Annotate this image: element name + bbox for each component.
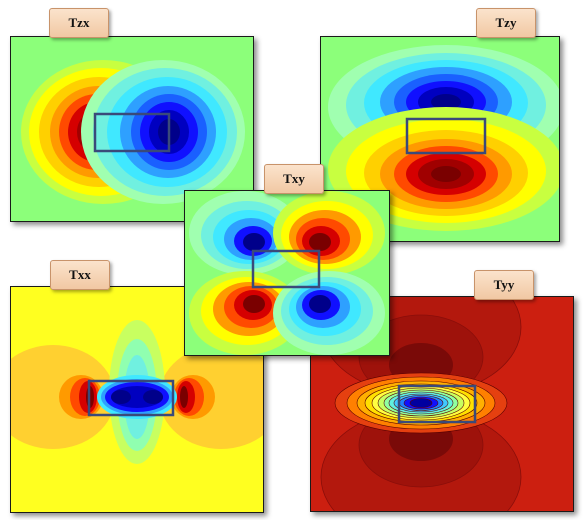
tyy-field-plot xyxy=(311,297,573,511)
txy-source-box xyxy=(251,249,321,289)
label-txx: Txx xyxy=(50,260,110,290)
tzx-negative-lobe xyxy=(81,60,245,204)
label-txy: Txy xyxy=(264,164,324,194)
label-tyy: Tyy xyxy=(474,270,534,300)
label-tzx: Tzx xyxy=(49,8,109,38)
tzx-source-box xyxy=(93,112,171,153)
panel-txy xyxy=(184,190,390,356)
txx-blue-core xyxy=(97,375,177,419)
txy-top-right-lobe xyxy=(273,191,385,275)
txy-field-plot xyxy=(185,191,389,355)
tzy-source-box xyxy=(405,117,487,155)
tzy-field-plot xyxy=(321,37,559,241)
label-tzy: Tzy xyxy=(476,8,536,38)
tyy-source-box xyxy=(397,384,477,424)
tzx-field-plot xyxy=(11,37,253,221)
txy-bottom-left-lobe xyxy=(189,271,301,355)
panel-tzy xyxy=(320,36,560,242)
panel-tzx xyxy=(10,36,254,222)
tyy-center-contours xyxy=(334,372,508,434)
txx-source-box xyxy=(87,379,175,417)
panel-tyy xyxy=(310,296,574,512)
txy-bottom-right-lobe xyxy=(273,271,385,355)
